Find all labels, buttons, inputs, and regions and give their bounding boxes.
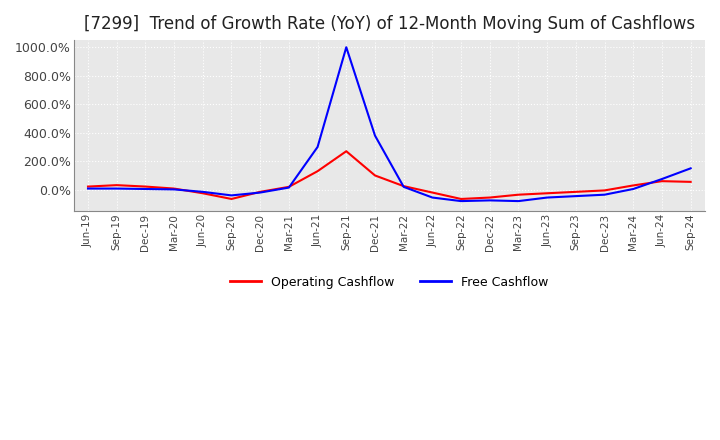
Legend: Operating Cashflow, Free Cashflow: Operating Cashflow, Free Cashflow (225, 271, 554, 294)
Title: [7299]  Trend of Growth Rate (YoY) of 12-Month Moving Sum of Cashflows: [7299] Trend of Growth Rate (YoY) of 12-… (84, 15, 695, 33)
